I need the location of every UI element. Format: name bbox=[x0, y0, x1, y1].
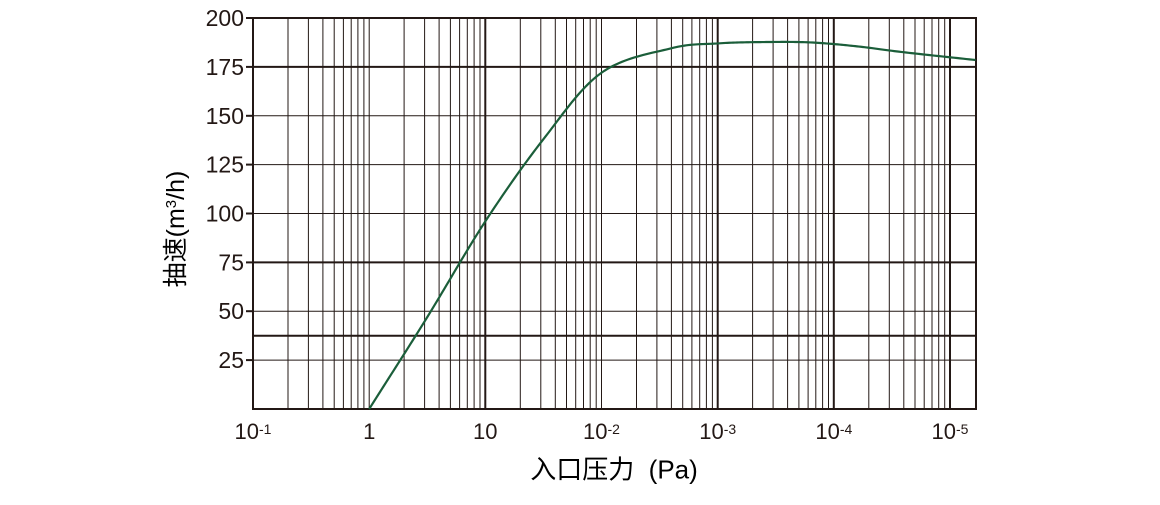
svg-text:25: 25 bbox=[218, 347, 244, 373]
svg-text:125: 125 bbox=[206, 152, 244, 178]
svg-text:50: 50 bbox=[218, 298, 244, 324]
svg-text:75: 75 bbox=[218, 249, 244, 275]
svg-text:10: 10 bbox=[473, 419, 497, 444]
svg-text:200: 200 bbox=[206, 5, 244, 31]
svg-text:150: 150 bbox=[206, 103, 244, 129]
svg-text:100: 100 bbox=[206, 201, 244, 227]
svg-text:175: 175 bbox=[206, 54, 244, 80]
svg-text:1: 1 bbox=[363, 419, 375, 444]
